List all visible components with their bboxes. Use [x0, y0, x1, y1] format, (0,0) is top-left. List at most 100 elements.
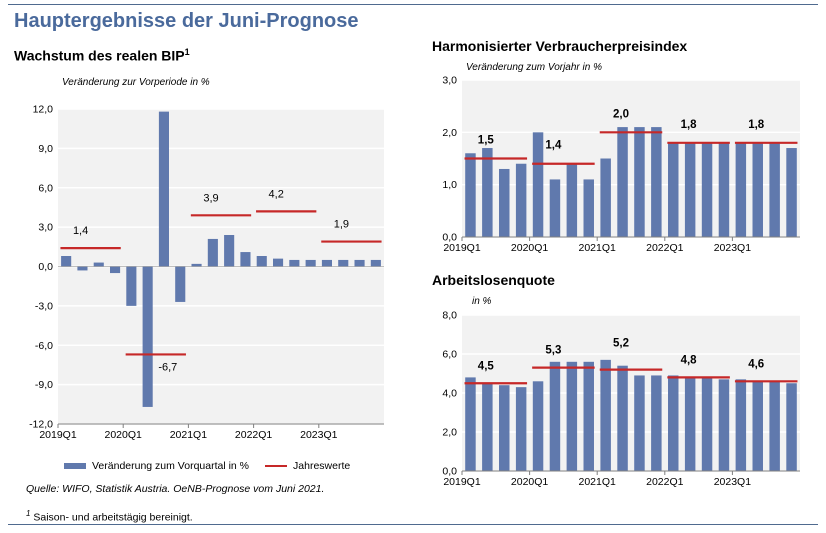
bar [256, 256, 267, 267]
gdp-title-text: Wachstum des realen BIP [14, 47, 185, 64]
y-tick-label: 2,0 [442, 127, 457, 139]
y-tick-label: 8,0 [442, 310, 457, 322]
x-tick-label: 2023Q1 [714, 242, 752, 254]
bar [77, 266, 88, 271]
bar [566, 361, 578, 471]
annual-value-label: 4,5 [478, 360, 495, 372]
bar [701, 377, 713, 471]
bar [634, 127, 645, 237]
bar [752, 142, 763, 237]
page-title: Hauptergebnisse der Juni-Prognose [14, 10, 359, 32]
bar [668, 142, 679, 237]
y-tick-label: 3,0 [38, 222, 53, 234]
bar [583, 361, 594, 471]
bar [752, 381, 763, 471]
bar [769, 381, 780, 471]
annual-value-label: 1,5 [478, 135, 495, 147]
annual-value-label: 1,8 [748, 119, 765, 131]
bar [515, 163, 527, 237]
x-tick-label: 2021Q1 [579, 476, 617, 488]
bar [566, 163, 578, 237]
footnote: 1 Saison- und arbeitstägig bereinigt. [26, 509, 193, 524]
gdp-ylabel: Veränderung zur Vorperiode in % [62, 77, 210, 88]
x-tick-label: 2022Q1 [235, 429, 273, 441]
bar [583, 179, 594, 237]
gdp-title-footnote-mark: 1 [184, 47, 190, 57]
annual-value-label: 4,8 [681, 354, 698, 366]
top-rule [8, 4, 818, 5]
bar [305, 259, 316, 267]
bar [701, 142, 713, 237]
bar [617, 127, 628, 237]
bar [207, 238, 218, 267]
bar [769, 142, 780, 237]
bar [617, 365, 628, 471]
x-tick-label: 2019Q1 [443, 476, 481, 488]
bar [465, 153, 476, 237]
source-note: Quelle: WIFO, Statistik Austria. OeNB-Pr… [26, 483, 325, 495]
bar [482, 148, 493, 237]
y-tick-label: 6,0 [442, 349, 457, 361]
annual-value-label: 4,6 [748, 358, 764, 370]
x-tick-label: 2020Q1 [105, 429, 143, 441]
bar [191, 263, 202, 267]
bar [600, 359, 611, 471]
unemployment-ylabel: in % [472, 296, 492, 307]
x-tick-label: 2019Q1 [39, 429, 77, 441]
bar [651, 375, 662, 471]
bar [465, 377, 476, 471]
y-tick-label: 6,0 [38, 182, 53, 194]
bar [354, 259, 365, 267]
bar [224, 235, 235, 267]
y-tick-label: 0,0 [442, 466, 457, 478]
y-tick-label: 12,0 [33, 104, 54, 116]
x-tick-label: 2023Q1 [714, 476, 752, 488]
x-tick-label: 2019Q1 [443, 242, 481, 254]
bar [93, 262, 104, 267]
bar [718, 142, 730, 237]
annual-value-label: -6,7 [158, 361, 177, 373]
bar [321, 259, 333, 267]
x-tick-label: 2021Q1 [579, 242, 617, 254]
gdp-chart-title: Wachstum des realen BIP1 [14, 47, 190, 64]
bar [158, 111, 170, 267]
hicp-ylabel: Veränderung zum Vorjahr in % [466, 62, 602, 73]
y-tick-label: 2,0 [442, 427, 457, 439]
footnote-text: Saison- und arbeitstägig bereinigt. [33, 511, 193, 524]
x-tick-label: 2020Q1 [511, 476, 549, 488]
bar [240, 252, 251, 267]
legend-bar-label: Veränderung zum Vorquartal in % [92, 460, 250, 472]
annual-value-label: 4,2 [269, 188, 284, 200]
y-tick-label: 0,0 [442, 232, 457, 244]
y-tick-label: 3,0 [442, 75, 457, 87]
bar [499, 168, 510, 237]
bar [549, 361, 561, 471]
bar [61, 256, 72, 267]
bar [109, 266, 121, 274]
bar [142, 266, 153, 407]
x-tick-label: 2022Q1 [646, 476, 684, 488]
legend-bar-swatch [64, 463, 86, 469]
bar [668, 375, 679, 471]
x-tick-label: 2021Q1 [170, 429, 208, 441]
bar [684, 142, 696, 237]
bar [532, 132, 544, 237]
y-tick-label: -6,0 [35, 340, 53, 352]
bar [634, 375, 645, 471]
bar [499, 385, 510, 471]
annual-value-label: 1,9 [334, 219, 349, 231]
annual-value-label: 1,4 [73, 225, 88, 237]
bar [786, 148, 797, 237]
bar [272, 258, 284, 267]
bar [718, 379, 730, 471]
annual-value-label: 1,8 [681, 119, 698, 131]
bar [289, 259, 300, 267]
bar [786, 383, 797, 471]
bottom-rule [8, 524, 818, 525]
footnote-mark: 1 [26, 509, 31, 518]
annual-value-label: 5,3 [545, 345, 561, 357]
bar [126, 266, 137, 306]
bar [482, 383, 493, 471]
